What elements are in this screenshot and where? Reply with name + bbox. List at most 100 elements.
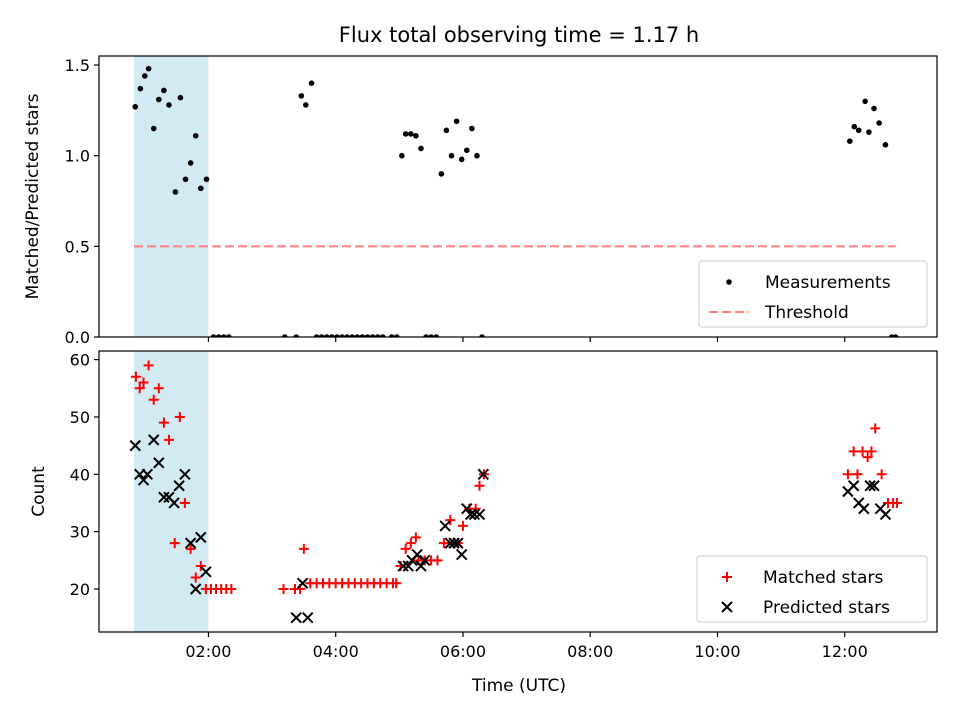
measurement-point (876, 120, 882, 126)
predicted-star-point (402, 560, 414, 572)
predicted-star-point (455, 548, 468, 561)
y-tick-label: 40 (70, 465, 90, 484)
measurement-point (166, 102, 172, 108)
y-axis-label: Matched/Predicted stars (23, 93, 43, 299)
measurement-point (428, 334, 434, 337)
matched-star-point (891, 497, 902, 508)
matched-star-point (400, 543, 411, 554)
measurement-point (847, 138, 853, 145)
measurement-point (302, 102, 309, 108)
legend-box (698, 260, 928, 328)
matched-star-point (862, 452, 873, 463)
measurement-point (172, 189, 179, 195)
measurement-point (308, 80, 315, 86)
matched-star-point (185, 543, 196, 554)
y-tick-label: 1.5 (65, 56, 90, 75)
series-predicted-stars (129, 434, 892, 624)
matched-star-point (866, 446, 877, 457)
measurement-point (198, 185, 204, 192)
measurement-point (339, 334, 345, 337)
legend-label: Threshold (764, 303, 849, 323)
matched-star-point (169, 538, 180, 549)
measurement-point (443, 127, 450, 134)
predicted-star-point (858, 502, 870, 515)
top-panel: 0.0 0.5 1.0 1.5 Matched/Predicted stars Measu… (23, 55, 938, 347)
plot-area (132, 65, 899, 337)
x-tick-label: 10:00 (694, 642, 740, 661)
measurement-point (364, 334, 371, 337)
measurement-point (313, 334, 320, 337)
matched-star-point (870, 423, 881, 434)
predicted-star-point (439, 520, 451, 532)
y-tick-label: 30 (70, 523, 90, 542)
measurement-point (871, 105, 877, 112)
measurement-point (226, 334, 232, 337)
y-tick-label: 0.5 (65, 237, 90, 256)
legend: Measurements Threshold (698, 260, 928, 328)
y-tick-label: 50 (70, 408, 90, 427)
predicted-star-point (179, 468, 191, 481)
matched-star-point (130, 371, 141, 382)
predicted-star-point (415, 560, 427, 572)
predicted-star-point (129, 439, 141, 452)
matched-star-point (876, 469, 887, 480)
predicted-star-point (158, 491, 170, 503)
predicted-star-point (448, 537, 460, 549)
measurement-point (862, 98, 868, 105)
legend-label: Matched stars (763, 568, 883, 588)
measurement-point (220, 334, 227, 337)
measurement-point (359, 334, 366, 337)
predicted-star-point (173, 480, 185, 492)
measurement-point (354, 334, 361, 337)
matched-star-point (190, 572, 201, 583)
measurement-point (882, 142, 889, 148)
highlight-span (133, 56, 209, 337)
matched-star-point (391, 578, 402, 589)
y-tick-label: 60 (70, 351, 90, 370)
matched-star-point (158, 417, 169, 428)
series-measurements (132, 65, 899, 337)
measurement-point (145, 65, 152, 72)
measurement-point (298, 93, 305, 99)
x-tick-label: 06:00 (440, 642, 486, 661)
chart-title: Flux total observing time = 1.17 h (339, 23, 699, 47)
matched-star-point (852, 469, 863, 480)
measurement-point (379, 334, 386, 337)
predicted-star-point (868, 480, 880, 492)
measurement-point (215, 334, 222, 337)
measurement-point (453, 118, 460, 125)
legend-label: Measurements (765, 273, 891, 293)
measurement-point (438, 171, 445, 177)
predicted-star-point (452, 537, 464, 549)
measurement-point (156, 96, 162, 103)
measurement-point (192, 132, 199, 139)
legend-box (696, 555, 928, 623)
predicted-star-point (847, 480, 860, 492)
measurement-point (150, 125, 157, 132)
predicted-star-point (184, 537, 197, 549)
measurement-point (132, 103, 139, 110)
matched-star-point (445, 515, 456, 526)
matched-star-point (842, 469, 853, 480)
matched-star-point (857, 446, 868, 457)
measurement-point (469, 125, 475, 132)
predicted-star-point (397, 560, 409, 572)
measurement-point (474, 152, 480, 159)
legend-label: Predicted stars (763, 598, 890, 618)
matched-star-point (278, 583, 289, 594)
measurement-point (187, 160, 194, 166)
predicted-star-point (461, 502, 473, 515)
measurement-point (210, 334, 217, 337)
x-tick-label: 02:00 (185, 642, 231, 661)
predicted-star-point (141, 468, 154, 481)
predicted-star-point (200, 566, 212, 578)
matched-star-point (174, 411, 185, 422)
predicted-star-point (153, 457, 165, 469)
y-tick-label: 0.0 (65, 328, 90, 347)
measurement-point (855, 127, 862, 134)
measurement-point (402, 131, 409, 137)
measurement-point (142, 73, 148, 79)
predicted-star-point (296, 577, 309, 589)
measurement-point (892, 334, 899, 337)
